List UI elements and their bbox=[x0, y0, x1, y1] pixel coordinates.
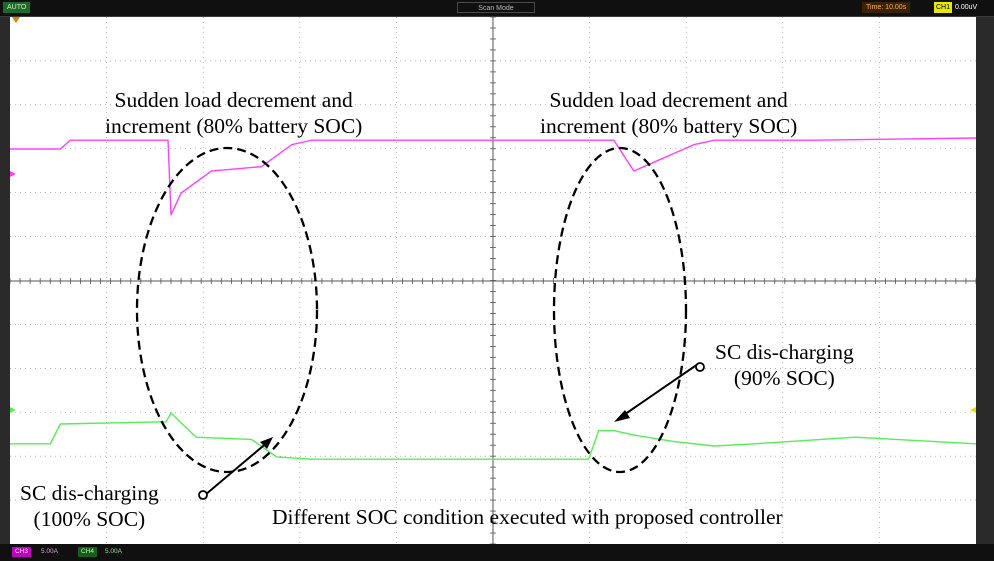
ch4-badge[interactable]: CH4 bbox=[78, 547, 98, 557]
ch3-badge[interactable]: CH3 bbox=[12, 547, 32, 557]
ch4-level-marker bbox=[10, 407, 16, 413]
auto-mode-indicator[interactable]: AUTO bbox=[3, 2, 31, 13]
highlight-ellipse-right bbox=[552, 146, 688, 474]
ch4-scale: 5.00A bbox=[105, 548, 122, 555]
annotation-sc-right: SC dis-charging (90% SOC) bbox=[715, 340, 854, 390]
annotation-shapes bbox=[135, 146, 705, 500]
pointer-arrow-right bbox=[617, 363, 699, 420]
ch3-scale: 5.00A bbox=[41, 548, 58, 555]
highlight-ellipse-left bbox=[135, 146, 319, 474]
caption-bottom: Different SOC condition executed with pr… bbox=[272, 505, 783, 529]
scope-screen: Sudden load decrement and increment (80%… bbox=[10, 17, 976, 544]
pointer-arrow-left bbox=[204, 440, 270, 496]
annotation-top-right: Sudden load decrement and increment (80%… bbox=[540, 88, 798, 138]
trigger-channel-badge: CH1 bbox=[934, 2, 953, 13]
pointer-origin-right bbox=[695, 362, 705, 372]
pointer-origin-left bbox=[198, 490, 208, 500]
status-bar: AUTO Scan Mode Time: 10.00s CH1 0.00uV bbox=[0, 0, 994, 17]
trigger-level-value: 0.00uV bbox=[955, 4, 978, 11]
waveform-plot bbox=[10, 17, 976, 544]
ch3-level-marker bbox=[10, 171, 16, 177]
annotation-top-left: Sudden load decrement and increment (80%… bbox=[105, 88, 363, 138]
ch4-trace bbox=[10, 411, 976, 460]
annotation-sc-left: SC dis-charging (100% SOC) bbox=[20, 481, 159, 531]
arrowhead-right-icon bbox=[614, 410, 630, 422]
arrowhead-left-icon bbox=[260, 437, 273, 449]
scope-grid bbox=[10, 17, 976, 544]
time-base-readout[interactable]: Time: 10.00s bbox=[862, 2, 911, 13]
trigger-position-marker bbox=[12, 17, 20, 23]
channel-markers bbox=[10, 17, 976, 413]
trigger-level-marker bbox=[970, 407, 976, 413]
ch3-trace bbox=[10, 137, 976, 216]
scan-mode-indicator[interactable]: Scan Mode bbox=[457, 2, 535, 13]
channel-bar: CH3 5.00A CH4 5.00A bbox=[0, 544, 994, 561]
trigger-readout[interactable]: CH1 0.00uV bbox=[930, 2, 981, 13]
